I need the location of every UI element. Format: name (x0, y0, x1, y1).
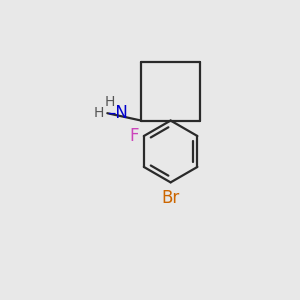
Text: H: H (105, 95, 116, 109)
Text: Br: Br (161, 189, 180, 207)
Text: F: F (129, 127, 139, 145)
Text: H: H (94, 106, 104, 120)
Text: –N: –N (107, 104, 128, 122)
